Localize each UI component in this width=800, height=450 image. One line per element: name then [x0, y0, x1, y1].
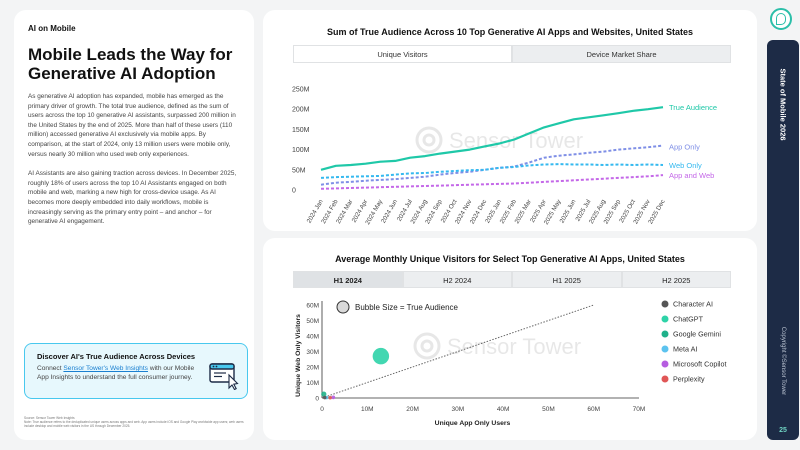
legend-label: Perplexity — [673, 375, 705, 384]
bubble-size-icon — [336, 300, 350, 314]
series-line-web-only — [320, 163, 664, 179]
unique-visitors-bubble-card: Average Monthly Unique Visitors for Sele… — [263, 238, 757, 440]
page-number: 25 — [779, 427, 787, 434]
x-tick-label: 70M — [633, 406, 646, 413]
callout-body: Connect Sensor Tower's Web Insights with… — [37, 364, 197, 382]
series-line-app-and-web — [320, 174, 664, 190]
bubble-size-note: Bubble Size = True Audience — [336, 300, 459, 314]
callout-text-prefix: Connect — [37, 365, 64, 372]
true-audience-chart-card: Sum of True Audience Across 10 Top Gener… — [263, 10, 757, 231]
y-tick-label: 40M — [306, 334, 319, 341]
sensor-tower-watermark: Sensor Tower — [415, 126, 583, 154]
copyright-text: Copyright ©Sensor Tower — [780, 326, 786, 396]
legend-swatch — [661, 360, 669, 368]
report-sidebar: State of Mobile 2026 Copyright ©Sensor T… — [767, 40, 799, 440]
bubble-character-ai[interactable] — [322, 395, 327, 400]
bubble-chatgpt[interactable] — [372, 347, 390, 365]
legend-label: ChatGPT — [673, 315, 704, 324]
legend-swatch — [661, 375, 669, 383]
chart1-tabs: Unique Visitors Device Market Share — [293, 45, 731, 63]
x-tick-label: 50M — [542, 406, 555, 413]
bubble-perplexity[interactable] — [328, 395, 332, 400]
tab-device-market-share[interactable]: Device Market Share — [512, 45, 731, 63]
y-tick-label: 20M — [306, 365, 319, 372]
chart1-title: Sum of True Audience Across 10 Top Gener… — [327, 27, 693, 37]
bubble-scatter-chart: Sensor Tower Bubble Size = True Audience… — [295, 300, 727, 428]
chart2-title: Average Monthly Unique Visitors for Sele… — [335, 254, 685, 264]
legend-label: Google Gemini — [673, 330, 721, 339]
callout-text-suffix: with our Mobile App Insights to understa… — [37, 365, 195, 381]
x-tick-label: 40M — [497, 406, 510, 413]
y-tick-label: 150M — [292, 127, 310, 134]
page-title: Mobile Leads the Way for Generative AI A… — [28, 45, 233, 83]
series-label: App Only — [669, 143, 700, 152]
y-axis-label: Unique Web Only Visitors — [295, 314, 302, 397]
y-tick-label: 100M — [292, 147, 310, 154]
series-label: True Audience — [669, 103, 717, 112]
y-tick-label: 250M — [292, 87, 310, 94]
intro-panel: AI on Mobile Mobile Leads the Way for Ge… — [14, 10, 254, 440]
y-tick-label: 10M — [306, 380, 319, 387]
series-label: Web Only — [669, 161, 702, 170]
legend-swatch — [661, 345, 669, 353]
body-paragraph-2: AI Assistants are also gaining traction … — [28, 170, 237, 226]
section-kicker: AI on Mobile — [28, 24, 76, 33]
legend-swatch — [661, 330, 669, 338]
tab-h2-2024[interactable]: H2 2024 — [402, 271, 512, 288]
y-tick-label: 50M — [306, 318, 319, 325]
series-line-true-audience — [320, 106, 664, 171]
sensor-tower-logo — [770, 8, 792, 30]
legend-label: Character AI — [673, 300, 713, 309]
x-tick-label: 20M — [406, 406, 419, 413]
browser-cursor-icon — [209, 363, 239, 390]
y-tick-label: 30M — [306, 349, 319, 356]
legend-label: Microsoft Copilot — [673, 360, 727, 369]
callout-title: Discover AI's True Audience Across Devic… — [37, 352, 196, 361]
y-tick-label: 60M — [306, 303, 319, 310]
legend-swatch — [661, 315, 669, 323]
source-note: Source: Sensor Tower Web Insights Note: … — [24, 416, 249, 429]
tab-h1-2025[interactable]: H1 2025 — [512, 271, 622, 288]
x-tick-label: 60M — [587, 406, 600, 413]
legend-swatch — [661, 300, 669, 308]
y-tick-label: 0 — [292, 188, 296, 195]
chart2-period-tabs: H1 2024 H2 2024 H1 2025 H2 2025 — [293, 271, 731, 288]
sensor-tower-watermark: Sensor Tower — [413, 332, 581, 360]
bubble-microsoft-copilot[interactable] — [331, 395, 336, 400]
x-tick-label: 30M — [452, 406, 465, 413]
x-axis-label: Unique App Only Users — [435, 420, 511, 427]
bubble-google-gemini[interactable] — [321, 391, 327, 397]
note-line: Note: True audience refers to the dedupl… — [24, 420, 244, 429]
report-title: State of Mobile 2026 — [778, 68, 788, 141]
source-line: Source: Sensor Tower Web Insights — [24, 416, 75, 420]
tab-h1-2024[interactable]: H1 2024 — [293, 271, 403, 288]
y-tick-label: 50M — [292, 167, 306, 174]
bubble-size-label: Bubble Size = True Audience — [355, 303, 459, 312]
y-tick-label: 200M — [292, 107, 310, 114]
x-tick-label: 10M — [361, 406, 374, 413]
web-insights-callout: Discover AI's True Audience Across Devic… — [24, 343, 248, 399]
x-tick-label: 0 — [320, 406, 324, 413]
tab-unique-visitors[interactable]: Unique Visitors — [293, 45, 512, 63]
series-label: App and Web — [669, 171, 714, 180]
y-tick-label: 0 — [315, 396, 319, 403]
web-insights-link[interactable]: Sensor Tower's Web Insights — [63, 365, 148, 372]
watermark-text: Sensor Tower — [447, 334, 581, 359]
body-paragraph-1: As generative AI adoption has expanded, … — [28, 93, 236, 158]
tab-h2-2025[interactable]: H2 2025 — [621, 271, 731, 288]
legend-label: Meta AI — [673, 345, 697, 354]
